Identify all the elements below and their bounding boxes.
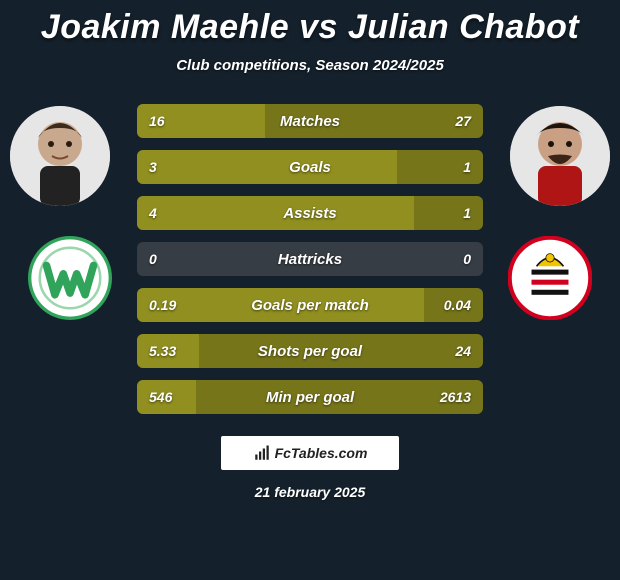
stat-bar-right — [265, 104, 483, 138]
stat-bar-left — [137, 150, 397, 184]
avatar-right-icon — [510, 106, 610, 206]
wolfsburg-logo-icon — [28, 236, 112, 320]
footer-date: 21 february 2025 — [0, 484, 620, 500]
stat-bar-left — [137, 196, 414, 230]
club-left-logo — [28, 236, 112, 320]
chart-icon — [253, 444, 271, 462]
comparison-area: 1627Matches 31Goals 41Assists 0 0Hattricks 0.… — [0, 96, 620, 414]
stat-label: Hattricks — [137, 242, 483, 276]
avatar-left-icon — [10, 106, 110, 206]
page-title: Joakim Maehle vs Julian Chabot — [0, 8, 620, 47]
stat-row: 41Assists — [137, 196, 483, 230]
stat-bars: 1627Matches 31Goals 41Assists 0 0Hattricks 0.… — [137, 96, 483, 414]
stat-bar-left — [137, 104, 265, 138]
brand-text: FcTables.com — [275, 445, 368, 461]
page-subtitle: Club competitions, Season 2024/2025 — [0, 57, 620, 74]
stat-bar-right — [196, 380, 483, 414]
stat-bar-right — [424, 288, 483, 322]
player-right-avatar — [510, 106, 610, 206]
stat-row: 5.3324Shots per goal — [137, 334, 483, 368]
stat-bar-left — [137, 380, 196, 414]
stat-value-right: 0 — [451, 242, 483, 276]
stat-row: 0.190.04Goals per match — [137, 288, 483, 322]
stat-bar-right — [199, 334, 483, 368]
stat-bar-right — [414, 196, 483, 230]
stat-row: 1627Matches — [137, 104, 483, 138]
stat-row: 0 0Hattricks — [137, 242, 483, 276]
stat-bar-left — [137, 288, 424, 322]
brand-badge: FcTables.com — [221, 436, 399, 470]
club-right-logo — [508, 236, 592, 320]
stat-row: 31Goals — [137, 150, 483, 184]
stuttgart-logo-icon — [508, 236, 592, 320]
comparison-card: Joakim Maehle vs Julian Chabot Club comp… — [0, 0, 620, 580]
stat-bar-left — [137, 334, 199, 368]
player-left-avatar — [10, 106, 110, 206]
stat-row: 5462613Min per goal — [137, 380, 483, 414]
stat-value-left: 0 — [137, 242, 169, 276]
stat-bar-right — [397, 150, 484, 184]
